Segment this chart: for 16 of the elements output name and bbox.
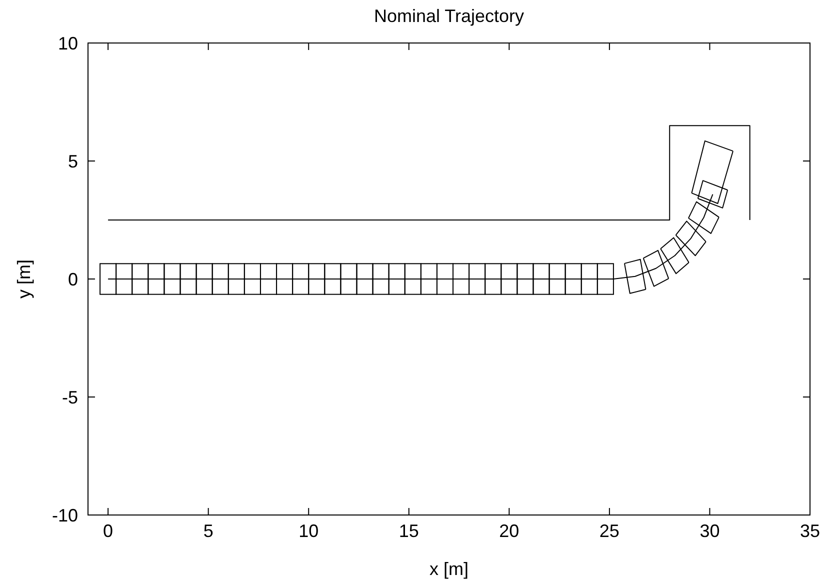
x-tick-label: 20: [499, 521, 520, 541]
x-tick-label: 35: [800, 521, 820, 541]
x-tick-label: 25: [599, 521, 620, 541]
x-tick-label: 5: [203, 521, 214, 541]
y-tick-label: 10: [58, 33, 78, 54]
y-tick-label: 0: [68, 269, 78, 290]
chart-title: Nominal Trajectory: [374, 6, 524, 26]
x-axis-title: x [m]: [430, 559, 468, 579]
y-axis-title: y [m]: [14, 260, 34, 298]
y-tick-label: -10: [52, 505, 78, 526]
x-tick-label: 0: [103, 521, 114, 541]
x-tick-label: 30: [700, 521, 720, 541]
x-tick-label: 10: [298, 521, 319, 541]
y-tick-label: -5: [62, 387, 78, 408]
y-tick-label: 5: [68, 151, 78, 172]
x-tick-label: 15: [398, 521, 419, 541]
